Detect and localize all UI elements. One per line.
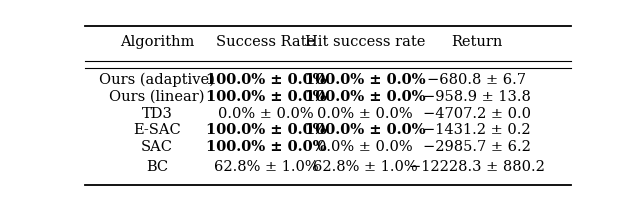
Text: BC: BC — [146, 160, 168, 174]
Text: 100.0% ± 0.0%: 100.0% ± 0.0% — [305, 90, 426, 104]
Text: 100.0% ± 0.0%: 100.0% ± 0.0% — [305, 73, 426, 87]
Text: Success Rate: Success Rate — [216, 35, 316, 49]
Text: −958.9 ± 13.8: −958.9 ± 13.8 — [423, 90, 531, 104]
Text: Hit success rate: Hit success rate — [305, 35, 426, 49]
Text: E-SAC: E-SAC — [133, 124, 180, 138]
Text: Ours (adaptive): Ours (adaptive) — [99, 73, 215, 87]
Text: −4707.2 ± 0.0: −4707.2 ± 0.0 — [423, 107, 531, 121]
Text: 62.8% ± 1.0%: 62.8% ± 1.0% — [214, 160, 318, 174]
Text: −2985.7 ± 6.2: −2985.7 ± 6.2 — [423, 140, 531, 154]
Text: 0.0% ± 0.0%: 0.0% ± 0.0% — [218, 107, 314, 121]
Text: 100.0% ± 0.0%: 100.0% ± 0.0% — [305, 124, 426, 138]
Text: 100.0% ± 0.0%: 100.0% ± 0.0% — [205, 124, 326, 138]
Text: −12228.3 ± 880.2: −12228.3 ± 880.2 — [409, 160, 545, 174]
Text: 100.0% ± 0.0%: 100.0% ± 0.0% — [205, 73, 326, 87]
Text: 0.0% ± 0.0%: 0.0% ± 0.0% — [317, 140, 413, 154]
Text: Return: Return — [451, 35, 502, 49]
Text: 100.0% ± 0.0%: 100.0% ± 0.0% — [205, 140, 326, 154]
Text: Ours (linear): Ours (linear) — [109, 90, 205, 104]
Text: −1431.2 ± 0.2: −1431.2 ± 0.2 — [423, 124, 531, 138]
Text: 62.8% ± 1.0%: 62.8% ± 1.0% — [313, 160, 417, 174]
Text: TD3: TD3 — [141, 107, 172, 121]
Text: −680.8 ± 6.7: −680.8 ± 6.7 — [428, 73, 526, 87]
Text: 0.0% ± 0.0%: 0.0% ± 0.0% — [317, 107, 413, 121]
Text: SAC: SAC — [141, 140, 173, 154]
Text: 100.0% ± 0.0%: 100.0% ± 0.0% — [205, 90, 326, 104]
Text: Algorithm: Algorithm — [120, 35, 194, 49]
